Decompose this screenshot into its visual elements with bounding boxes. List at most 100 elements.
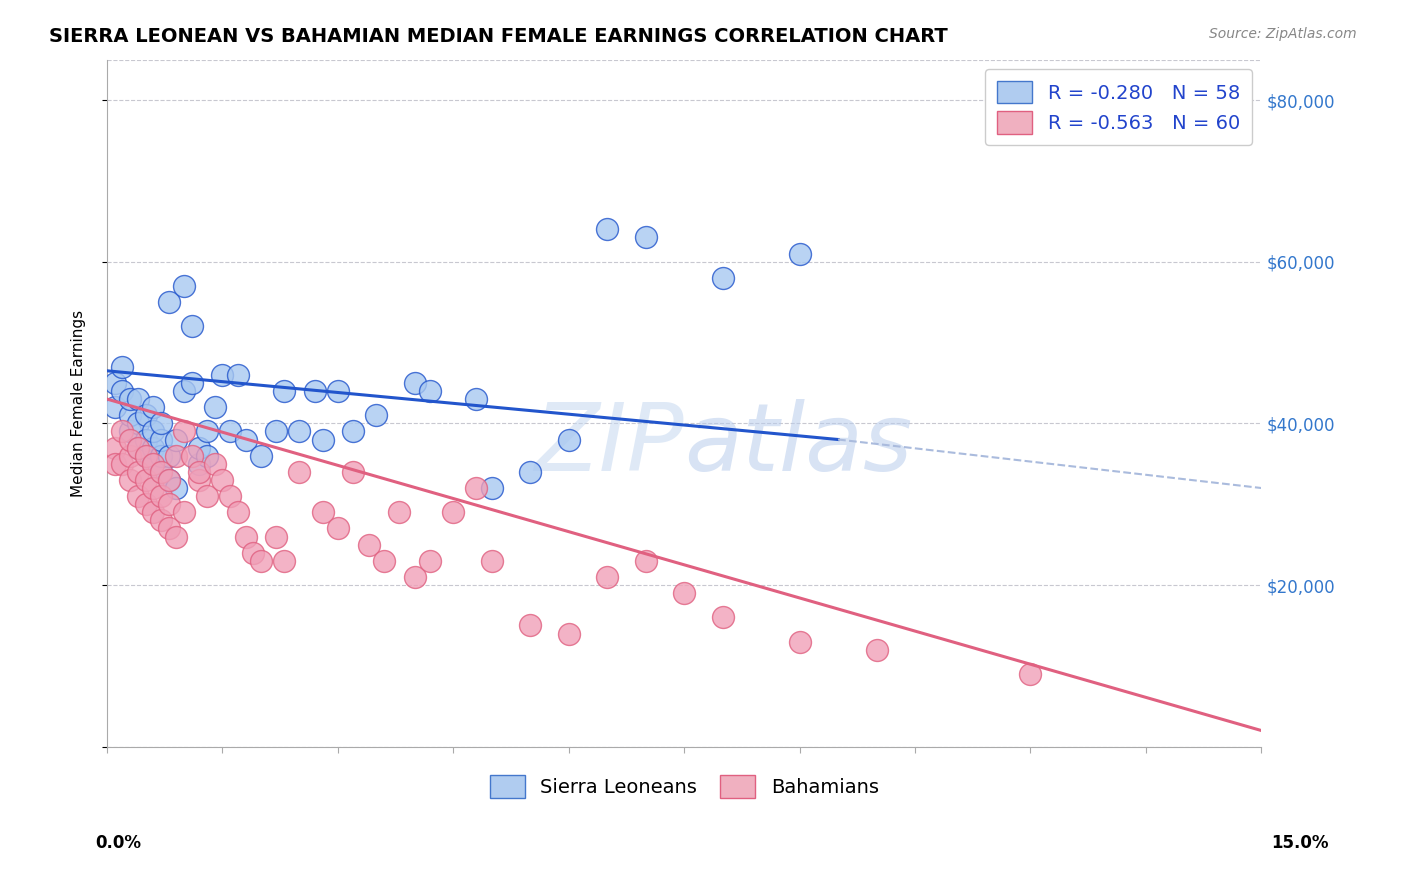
Point — [104, 376, 127, 390]
Point — [127, 489, 149, 503]
Point — [404, 376, 426, 390]
Point — [204, 400, 226, 414]
Point — [519, 465, 541, 479]
Point — [789, 634, 811, 648]
Point — [142, 441, 165, 455]
Point — [111, 425, 134, 439]
Point — [142, 457, 165, 471]
Point — [173, 425, 195, 439]
Point — [357, 538, 380, 552]
Point — [165, 449, 187, 463]
Point — [195, 449, 218, 463]
Point — [104, 441, 127, 455]
Point — [404, 570, 426, 584]
Point — [366, 409, 388, 423]
Point — [127, 441, 149, 455]
Point — [165, 481, 187, 495]
Point — [173, 279, 195, 293]
Point — [235, 433, 257, 447]
Point — [219, 489, 242, 503]
Point — [266, 529, 288, 543]
Legend: Sierra Leoneans, Bahamians: Sierra Leoneans, Bahamians — [482, 768, 887, 805]
Point — [142, 425, 165, 439]
Point — [235, 529, 257, 543]
Point — [342, 465, 364, 479]
Point — [149, 465, 172, 479]
Point — [711, 270, 734, 285]
Point — [273, 384, 295, 398]
Point — [242, 546, 264, 560]
Point — [519, 618, 541, 632]
Point — [1019, 667, 1042, 681]
Point — [180, 376, 202, 390]
Point — [634, 554, 657, 568]
Point — [157, 449, 180, 463]
Point — [188, 473, 211, 487]
Text: Source: ZipAtlas.com: Source: ZipAtlas.com — [1209, 27, 1357, 41]
Point — [226, 505, 249, 519]
Point — [388, 505, 411, 519]
Y-axis label: Median Female Earnings: Median Female Earnings — [72, 310, 86, 497]
Point — [142, 481, 165, 495]
Point — [135, 449, 157, 463]
Point — [596, 222, 619, 236]
Point — [157, 473, 180, 487]
Point — [142, 400, 165, 414]
Point — [250, 449, 273, 463]
Point — [111, 457, 134, 471]
Point — [311, 505, 333, 519]
Point — [180, 449, 202, 463]
Point — [465, 392, 488, 406]
Point — [127, 465, 149, 479]
Point — [165, 529, 187, 543]
Point — [142, 457, 165, 471]
Point — [149, 465, 172, 479]
Point — [135, 433, 157, 447]
Point — [104, 400, 127, 414]
Text: atlas: atlas — [685, 399, 912, 490]
Point — [157, 295, 180, 310]
Point — [211, 368, 233, 382]
Point — [180, 319, 202, 334]
Point — [120, 409, 142, 423]
Point — [288, 465, 311, 479]
Point — [250, 554, 273, 568]
Point — [149, 489, 172, 503]
Point — [173, 505, 195, 519]
Point — [273, 554, 295, 568]
Point — [226, 368, 249, 382]
Point — [149, 449, 172, 463]
Point — [135, 449, 157, 463]
Point — [481, 554, 503, 568]
Point — [135, 497, 157, 511]
Point — [865, 642, 887, 657]
Point — [104, 457, 127, 471]
Point — [304, 384, 326, 398]
Point — [188, 457, 211, 471]
Point — [634, 230, 657, 244]
Point — [157, 473, 180, 487]
Point — [441, 505, 464, 519]
Point — [120, 425, 142, 439]
Point — [419, 384, 441, 398]
Point — [111, 359, 134, 374]
Point — [342, 425, 364, 439]
Point — [195, 489, 218, 503]
Point — [558, 626, 581, 640]
Point — [326, 384, 349, 398]
Point — [120, 449, 142, 463]
Text: ZIP: ZIP — [534, 399, 685, 490]
Point — [204, 457, 226, 471]
Point — [558, 433, 581, 447]
Point — [127, 392, 149, 406]
Point — [195, 425, 218, 439]
Text: 15.0%: 15.0% — [1271, 834, 1329, 852]
Point — [326, 521, 349, 535]
Point — [135, 473, 157, 487]
Point — [481, 481, 503, 495]
Point — [165, 433, 187, 447]
Point — [111, 384, 134, 398]
Point — [419, 554, 441, 568]
Point — [789, 246, 811, 260]
Point — [173, 384, 195, 398]
